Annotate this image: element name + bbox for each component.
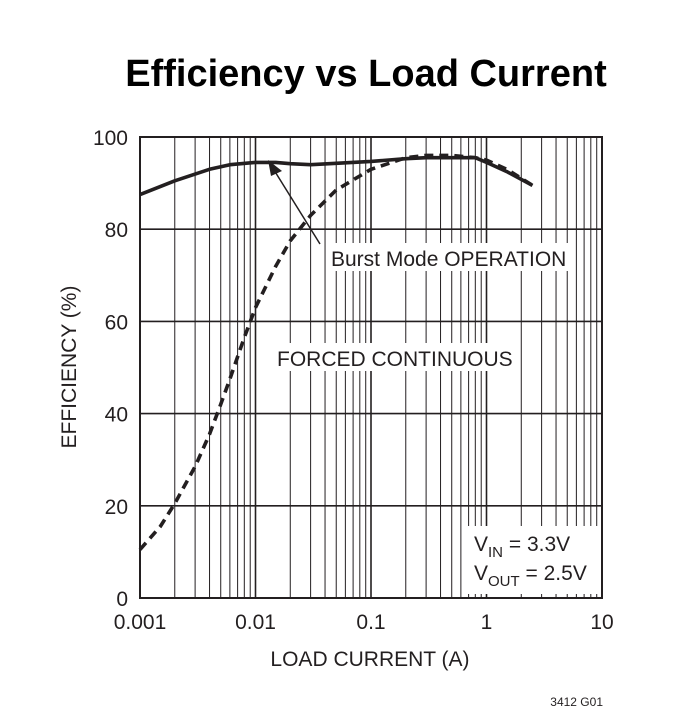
burst-mode-pointer-line [273,169,321,245]
vin-value: = 3.3V [503,533,570,556]
y-tick-label: 0 [116,588,128,611]
burst-mode-label: Burst Mode OPERATION [331,248,566,271]
chart-title: Efficiency vs Load Current [125,53,607,95]
vout-value: = 2.5V [520,562,587,585]
y-tick-label: 100 [93,127,128,150]
vin-subscript: IN [488,544,503,561]
vin-condition: VIN = 3.3V [474,533,570,561]
figure-id: 3412 G01 [550,695,603,709]
vout-subscript: OUT [488,573,520,590]
burst-mode-series-line [139,155,534,197]
y-tick-label: 40 [105,404,128,427]
vin-main: V [474,533,488,556]
y-tick-label: 60 [105,311,128,334]
x-axis-label: LOAD CURRENT (A) [270,648,469,671]
conditions-box [468,526,598,594]
burst-mode-arrowhead [268,160,282,176]
y-tick-label: 80 [105,219,128,242]
x-tick-label: 10 [590,611,613,634]
x-tick-label: 0.001 [114,611,167,634]
plot-frame [139,136,603,599]
x-tick-label: 1 [481,611,493,634]
forced-continuous-label: FORCED CONTINUOUS [277,348,513,371]
vout-condition: VOUT = 2.5V [474,562,587,590]
burst-mode-label-bg [326,243,570,271]
forced-continuous-label-bg [272,343,506,371]
x-tick-label: 0.01 [235,611,276,634]
forced-continuous-series-line [138,153,534,551]
y-axis-label: EFFICIENCY (%) [58,286,81,449]
series [138,153,534,551]
vout-main: V [474,562,488,585]
y-tick-label: 20 [105,496,128,519]
x-tick-label: 0.1 [356,611,385,634]
